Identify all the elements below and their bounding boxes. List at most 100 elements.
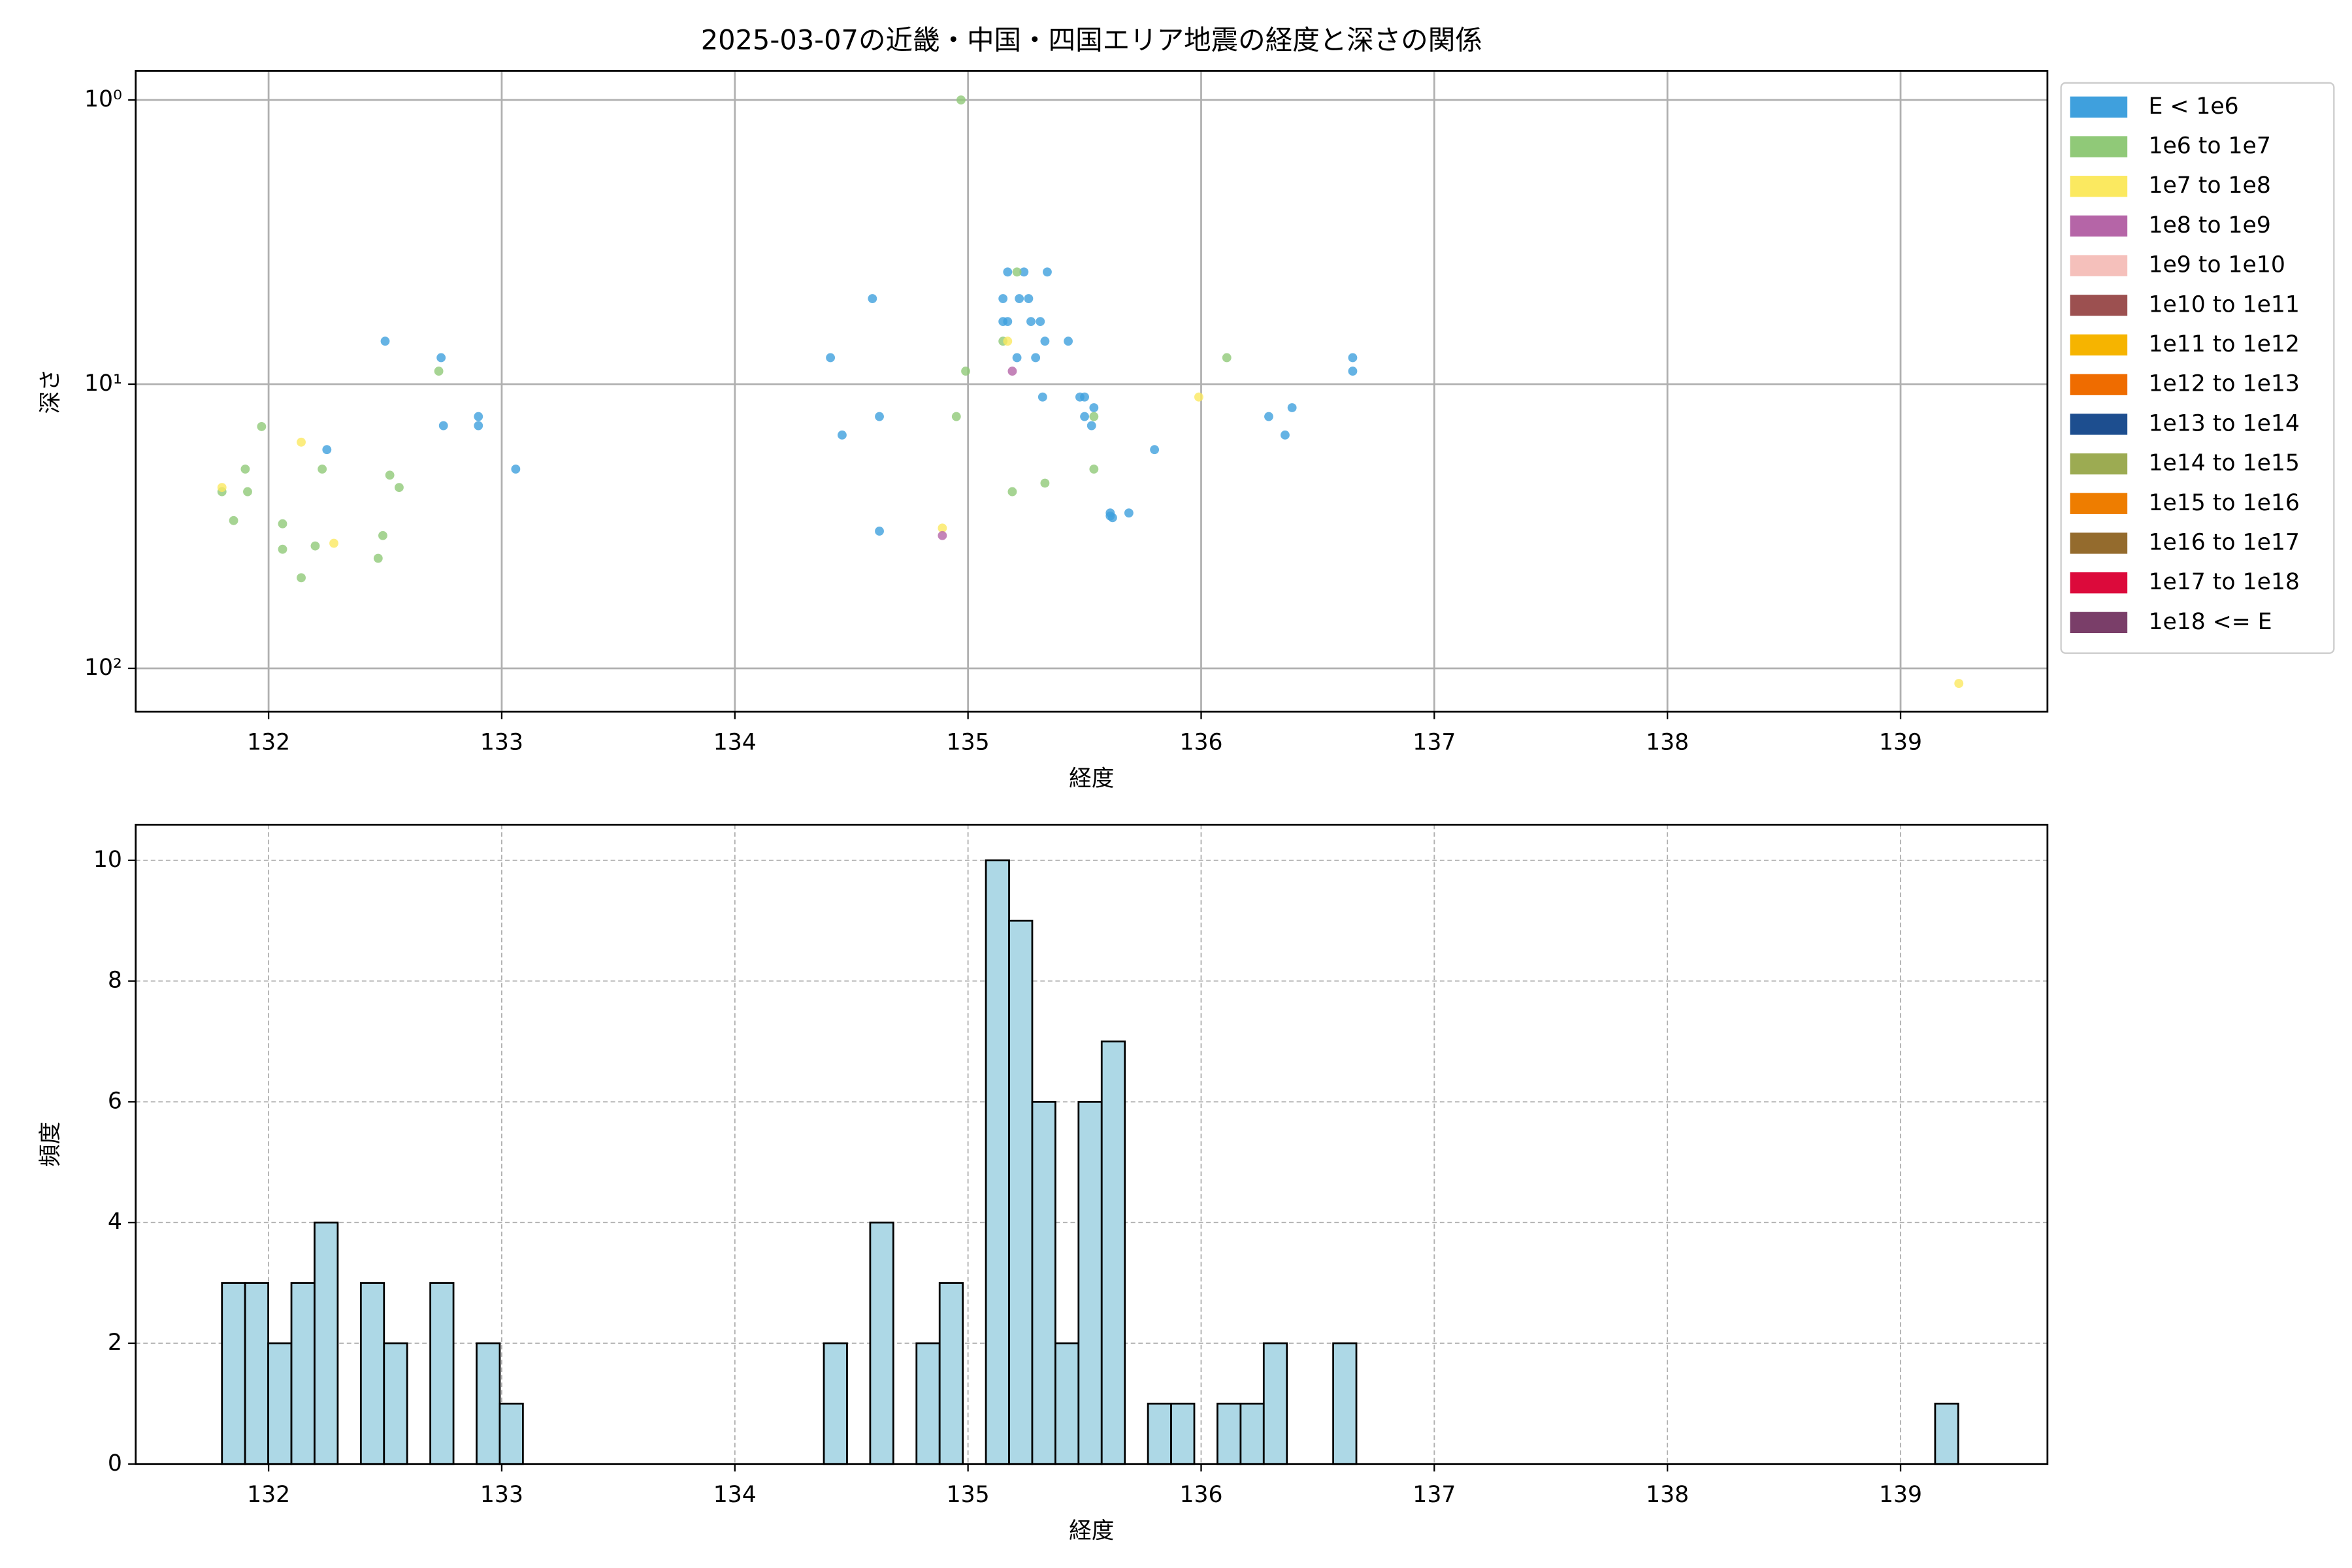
y-tick-label: 2 bbox=[108, 1330, 122, 1356]
point bbox=[1040, 478, 1050, 488]
point bbox=[310, 541, 320, 551]
point bbox=[1194, 392, 1203, 402]
point bbox=[951, 412, 961, 421]
legend-swatch bbox=[2070, 176, 2128, 197]
legend-label: E < 1e6 bbox=[2148, 93, 2238, 120]
point bbox=[1040, 336, 1050, 346]
point bbox=[297, 437, 306, 447]
legend-label: 1e6 to 1e7 bbox=[2148, 133, 2270, 159]
point bbox=[998, 294, 1008, 303]
legend-swatch bbox=[2070, 414, 2128, 435]
x-tick-label: 136 bbox=[1179, 1482, 1222, 1508]
bar bbox=[1054, 1342, 1080, 1465]
point bbox=[1107, 513, 1117, 523]
legend-label: 1e18 <= E bbox=[2148, 609, 2272, 635]
bar bbox=[383, 1342, 408, 1465]
legend-label: 1e9 to 1e10 bbox=[2148, 252, 2285, 278]
x-axis-label: 経度 bbox=[1069, 1518, 1114, 1544]
point bbox=[257, 421, 267, 431]
plot-frame bbox=[135, 70, 2049, 713]
point bbox=[395, 483, 404, 493]
legend-label: 1e14 to 1e15 bbox=[2148, 450, 2299, 476]
point bbox=[1150, 445, 1160, 455]
point bbox=[1024, 294, 1034, 303]
point bbox=[1954, 679, 1964, 688]
point bbox=[1012, 353, 1022, 363]
legend-swatch bbox=[2070, 334, 2128, 356]
point bbox=[373, 553, 383, 563]
legend-swatch bbox=[2070, 96, 2128, 118]
x-axis-label: 経度 bbox=[1069, 766, 1114, 792]
point bbox=[474, 421, 483, 431]
point bbox=[1264, 412, 1273, 421]
bar bbox=[985, 859, 1010, 1465]
plot-frame bbox=[135, 823, 2049, 1465]
point bbox=[1089, 412, 1099, 421]
point bbox=[1003, 267, 1013, 277]
bar bbox=[869, 1221, 894, 1465]
point bbox=[1089, 465, 1099, 474]
x-tick-label: 137 bbox=[1413, 1482, 1456, 1508]
x-tick-label: 133 bbox=[480, 1482, 523, 1508]
bar bbox=[1934, 1402, 1959, 1465]
point bbox=[438, 421, 448, 431]
legend-label: 1e12 to 1e13 bbox=[2148, 371, 2299, 397]
point bbox=[1064, 336, 1073, 346]
x-tick-label: 134 bbox=[713, 1482, 757, 1508]
point bbox=[1007, 367, 1017, 376]
y-tick-label: 0 bbox=[108, 1450, 122, 1477]
bar bbox=[1217, 1402, 1242, 1465]
x-tick-label: 134 bbox=[713, 730, 757, 756]
bar bbox=[221, 1282, 246, 1465]
legend-swatch bbox=[2070, 532, 2128, 554]
x-tick-label: 132 bbox=[247, 1482, 290, 1508]
y-tick-label: 10 bbox=[93, 847, 122, 873]
legend-box bbox=[2060, 82, 2335, 654]
bar bbox=[498, 1402, 524, 1465]
point bbox=[278, 519, 287, 529]
bar bbox=[1031, 1101, 1056, 1465]
legend-swatch bbox=[2070, 493, 2128, 514]
point bbox=[1007, 487, 1017, 497]
legend-label: 1e7 to 1e8 bbox=[2148, 172, 2270, 199]
legend-label: 1e10 to 1e11 bbox=[2148, 291, 2299, 318]
point bbox=[838, 430, 847, 440]
point bbox=[240, 465, 250, 474]
point bbox=[436, 353, 446, 363]
legend-swatch bbox=[2070, 255, 2128, 276]
point bbox=[1348, 353, 1358, 363]
bar bbox=[1147, 1402, 1172, 1465]
legend-swatch bbox=[2070, 215, 2128, 237]
point bbox=[380, 336, 390, 346]
legend-label: 1e13 to 1e14 bbox=[2148, 410, 2299, 436]
point bbox=[875, 412, 884, 421]
point bbox=[1019, 267, 1029, 277]
bar bbox=[314, 1221, 339, 1465]
bar bbox=[1239, 1402, 1265, 1465]
point bbox=[1281, 430, 1290, 440]
point bbox=[956, 95, 966, 105]
x-tick-label: 135 bbox=[947, 1482, 990, 1508]
point bbox=[434, 367, 444, 376]
point bbox=[297, 573, 306, 583]
x-tick-label: 138 bbox=[1646, 1482, 1689, 1508]
legend-swatch bbox=[2070, 572, 2128, 594]
point bbox=[961, 367, 970, 376]
point bbox=[1086, 421, 1096, 431]
x-tick-label: 139 bbox=[1879, 730, 1922, 756]
point bbox=[1043, 267, 1052, 277]
x-tick-label: 133 bbox=[480, 730, 523, 756]
bar bbox=[915, 1342, 941, 1465]
point bbox=[474, 412, 483, 421]
bar bbox=[476, 1342, 501, 1465]
point bbox=[1015, 294, 1024, 303]
point bbox=[378, 531, 387, 540]
bar bbox=[267, 1342, 293, 1465]
bar bbox=[429, 1282, 455, 1465]
y-tick-label: 4 bbox=[108, 1209, 122, 1235]
point bbox=[1003, 317, 1013, 327]
point bbox=[1026, 317, 1036, 327]
legend-swatch bbox=[2070, 453, 2128, 475]
bar bbox=[244, 1282, 269, 1465]
